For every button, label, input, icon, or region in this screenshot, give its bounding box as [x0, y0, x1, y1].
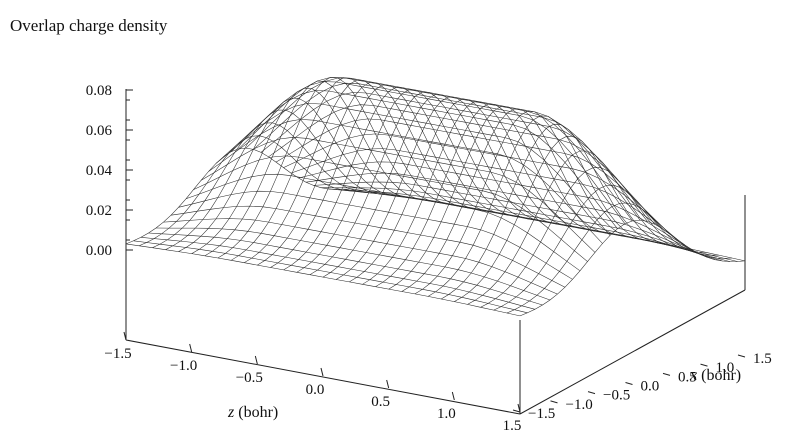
- z-tick-mark: [320, 367, 324, 377]
- z-axis-title: z (bohr): [227, 404, 278, 421]
- z-tick-label: 0.0: [306, 382, 325, 398]
- mesh-line-constant-z: [270, 84, 496, 268]
- mesh-line-constant-x: [178, 190, 573, 280]
- z-tick-mark: [123, 331, 127, 341]
- mesh-line-constant-z: [230, 77, 457, 261]
- z-tick-label: −1.5: [104, 346, 131, 362]
- mesh-line-constant-x: [208, 119, 603, 244]
- bounding-box: [125, 89, 746, 415]
- mesh-line-constant-x: [140, 237, 536, 310]
- mesh-line-constant-x: [275, 118, 671, 235]
- vertical-tick-label: 0.04: [86, 163, 113, 179]
- x-tick-mark: [662, 372, 671, 376]
- x-tick-mark: [512, 409, 521, 413]
- mesh-line-constant-z: [165, 109, 391, 250]
- surface-mesh: [125, 77, 746, 317]
- mesh-line-constant-z: [401, 108, 627, 292]
- mesh-line-constant-z: [138, 135, 365, 247]
- z-tick-label: 1.0: [437, 406, 456, 422]
- mesh-line-constant-z: [296, 89, 522, 273]
- mesh-line-constant-x: [193, 155, 588, 262]
- x-axis-ticks: −1.5 −1.0 −0.5 0.0 0.5 1.0 1.5: [512, 351, 772, 422]
- z-axis-ticks: −1.5 −1.0 −0.5 0.0 0.5 1.0 1.5: [104, 331, 522, 434]
- mesh-line-constant-z: [322, 94, 549, 278]
- x-tick-label: −0.5: [603, 388, 630, 404]
- x-tick-label: −1.5: [528, 406, 555, 422]
- mesh-line-constant-x: [350, 188, 746, 262]
- mesh-line-constant-x: [148, 232, 543, 306]
- mesh-line-constant-x: [283, 133, 678, 240]
- z-tick-label: 0.5: [371, 394, 390, 410]
- z-tick-label: −0.5: [236, 370, 263, 386]
- x-tick-label: 1.5: [753, 351, 772, 367]
- z-tick-mark: [254, 355, 258, 365]
- mesh-line-constant-x: [320, 187, 716, 260]
- mesh-line-constant-x: [238, 77, 633, 222]
- x-tick-label: 0.5: [678, 369, 697, 385]
- z-tick-mark: [386, 379, 390, 389]
- mesh-line-constant-x: [200, 137, 596, 253]
- mesh-line-constant-x: [170, 205, 566, 288]
- mesh-line-constant-x: [253, 82, 648, 222]
- x-tick-mark: [700, 363, 708, 367]
- mesh-line-constant-x: [223, 90, 618, 229]
- x-tick-label: 0.0: [641, 379, 660, 395]
- x-tick-mark: [587, 391, 596, 395]
- mesh-line-constant-z: [349, 99, 575, 283]
- mesh-line-constant-x: [290, 148, 686, 246]
- mesh-line-constant-x: [328, 188, 723, 262]
- x-axis-line: [519, 289, 746, 415]
- mesh-line-constant-x: [260, 92, 656, 225]
- mesh-line-constant-x: [163, 218, 558, 295]
- mesh-line-constant-z: [217, 77, 443, 259]
- mesh-line-constant-x: [298, 161, 693, 251]
- mesh-line-constant-x: [125, 243, 521, 317]
- mesh-line-constant-x: [133, 240, 528, 314]
- z-tick-mark: [451, 391, 455, 401]
- mesh-line-constant-z: [388, 106, 614, 290]
- z-tick-mark: [189, 343, 193, 353]
- vertical-tick-label: 0.00: [86, 243, 112, 259]
- z-tick-label: −1.0: [170, 358, 197, 374]
- mesh-line-constant-x: [268, 104, 663, 229]
- vertical-ticks: 0.08 0.06 0.04 0.02 0.00: [86, 83, 133, 259]
- z-axis-line: [125, 339, 521, 415]
- x-axis-title: x (bohr): [689, 367, 741, 384]
- mesh-line-constant-x: [155, 227, 551, 301]
- mesh-line-constant-x: [185, 173, 581, 272]
- vertical-tick-label: 0.06: [86, 123, 113, 139]
- mesh-line-constant-x: [245, 77, 641, 221]
- mesh-line-constant-x: [215, 103, 611, 236]
- x-tick-label: −1.0: [566, 397, 593, 413]
- z-tick-mark: [517, 403, 521, 413]
- x-tick-mark: [737, 354, 746, 358]
- x-tick-label: 1.0: [716, 360, 735, 376]
- mesh-line-constant-x: [305, 172, 701, 255]
- z-tick-label: 1.5: [503, 418, 522, 434]
- chart-title: Overlap charge density: [10, 16, 168, 35]
- mesh-line-constant-z: [362, 101, 588, 285]
- x-tick-mark: [625, 382, 633, 385]
- mesh-line-constant-x: [335, 189, 731, 262]
- mesh-line-constant-x: [230, 81, 626, 224]
- vertical-tick-label: 0.08: [86, 83, 112, 99]
- mesh-line-constant-x: [343, 189, 738, 262]
- mesh-line-constant-x: [313, 181, 708, 258]
- mesh-line-constant-z: [125, 147, 352, 245]
- x-tick-mark: [550, 400, 558, 404]
- vertical-tick-label: 0.02: [86, 203, 112, 219]
